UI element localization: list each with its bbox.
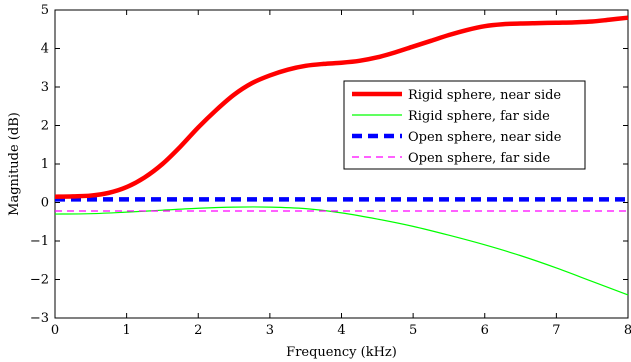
- y-tick-label: 1: [41, 157, 49, 172]
- legend-label-3: Open sphere, far side: [408, 151, 550, 166]
- y-tick-label: −1: [30, 234, 49, 249]
- legend-label-1: Rigid sphere, far side: [408, 109, 550, 124]
- plot-area: [54, 9, 629, 319]
- series-line-1: [54, 206, 629, 296]
- series-line-0: [54, 15, 629, 199]
- y-axis-label: Magnitude (dB): [7, 112, 22, 216]
- legend-label-0: Rigid sphere, near side: [408, 88, 561, 103]
- y-tick-label: 5: [41, 3, 49, 18]
- legend-label-2: Open sphere, near side: [408, 130, 562, 145]
- x-tick-label: 1: [122, 323, 130, 338]
- x-tick-label: 5: [409, 323, 417, 338]
- x-tick-label: 6: [481, 323, 489, 338]
- y-tick-label: −2: [30, 273, 49, 288]
- x-tick-label: 8: [624, 323, 631, 338]
- x-tick-label: 3: [266, 323, 274, 338]
- x-tick-label: 2: [194, 323, 202, 338]
- y-tick-label: 3: [41, 80, 49, 95]
- y-tick-label: −3: [30, 311, 49, 326]
- x-tick-label: 4: [337, 323, 345, 338]
- x-tick-label: 7: [552, 323, 560, 338]
- tick-labels: 0 1 2 3 4 5 6 7 8 −3 −2 −1 0 1 2 3 4 5: [30, 3, 631, 338]
- axis-ticks: [54, 9, 629, 319]
- legend: Rigid sphere, near side Rigid sphere, far…: [343, 80, 586, 170]
- x-tick-label: 0: [51, 323, 59, 338]
- series-layer: [54, 15, 629, 296]
- y-tick-label: 0: [41, 196, 49, 211]
- y-tick-label: 4: [41, 42, 49, 57]
- x-axis-label: Frequency (kHz): [286, 345, 397, 360]
- y-tick-label: 2: [41, 119, 49, 134]
